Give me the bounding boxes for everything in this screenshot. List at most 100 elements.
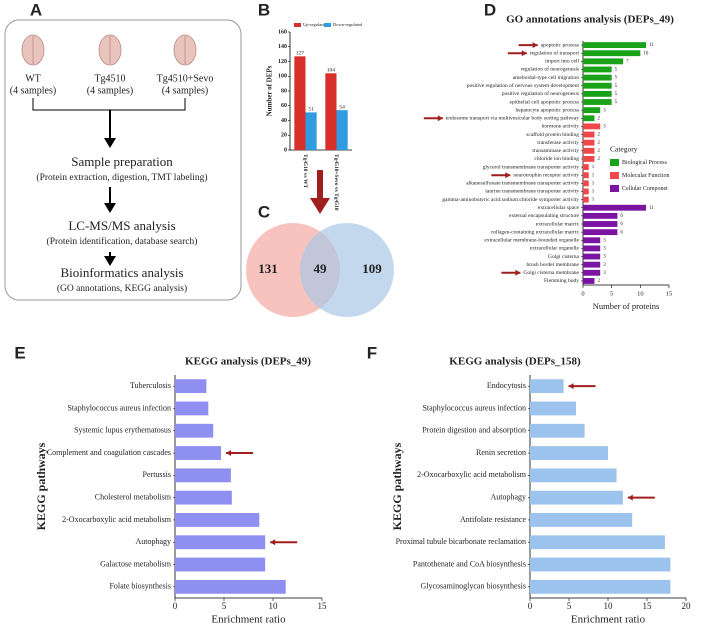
y-tick-label: Staphylococcus aureus infection bbox=[67, 403, 171, 412]
bar bbox=[583, 99, 612, 105]
y-tick-label: 160 bbox=[278, 29, 287, 35]
workflow-arrows bbox=[32, 98, 186, 266]
group-name: WT bbox=[25, 73, 41, 84]
y-tick-label: 20 bbox=[281, 133, 287, 139]
bar bbox=[175, 401, 209, 416]
legend-label: Up-regulated bbox=[303, 22, 327, 27]
y-tick-label: Complement and coagulation cascades bbox=[47, 448, 171, 457]
legend-swatch bbox=[294, 23, 301, 27]
pointer-arrow-head bbox=[568, 383, 574, 390]
y-tick-label: 2-Oxocarboxylic acid metabolism bbox=[417, 470, 527, 479]
step-title: Sample preparation bbox=[71, 154, 173, 169]
data-label: 2 bbox=[597, 141, 600, 146]
data-label: 6 bbox=[620, 222, 623, 227]
data-label: 3 bbox=[603, 255, 606, 260]
step-detail: (Protein identification, database search… bbox=[47, 236, 198, 247]
step-title: Bioinformatics analysis bbox=[60, 265, 183, 280]
group-samples: (4 samples) bbox=[87, 85, 133, 96]
legend-title: Category bbox=[610, 145, 638, 154]
bar bbox=[583, 229, 618, 236]
y-tick-label: Endocytosis bbox=[487, 381, 526, 390]
data-label: 3 bbox=[603, 271, 606, 276]
data-label: 5 bbox=[615, 92, 618, 97]
bar bbox=[530, 379, 564, 394]
legend-label: Molecular Function bbox=[622, 173, 670, 179]
workflow-box bbox=[4, 19, 242, 301]
bar bbox=[583, 253, 601, 260]
panel-label: C bbox=[258, 202, 270, 221]
y-tick-label: positive regulation of nervous system de… bbox=[467, 82, 580, 89]
y-tick-label: 2-Oxocarboxylic acid metabolism bbox=[62, 515, 172, 524]
y-tick-label: Glycosaminoglycan biosynthesis bbox=[420, 582, 526, 591]
bar bbox=[583, 172, 589, 179]
y-tick-label: Cholesterol metabolism bbox=[95, 492, 172, 501]
data-label: 51 bbox=[308, 107, 314, 113]
bar bbox=[583, 123, 601, 130]
x-tick-label: 15 bbox=[666, 290, 673, 297]
venn bbox=[246, 170, 394, 317]
y-tick-label: apoptotic process bbox=[541, 42, 579, 48]
group-name: Tg4510 bbox=[94, 73, 125, 84]
y-tick-label: Pertussis bbox=[143, 470, 171, 479]
y-tick-label: Folate biosynthesis bbox=[109, 582, 171, 591]
y-tick-label: 80 bbox=[281, 88, 287, 94]
group-name: Tg4510+Sevo bbox=[157, 73, 214, 84]
y-tick-label: Autophagy bbox=[135, 537, 171, 546]
x-tick-label: 15 bbox=[643, 601, 653, 611]
bar bbox=[175, 446, 222, 460]
bar bbox=[336, 110, 348, 150]
bar bbox=[583, 115, 595, 122]
bar bbox=[325, 73, 337, 150]
y-tick-label: transferase activity bbox=[537, 139, 579, 146]
data-label: 3 bbox=[603, 263, 606, 268]
y-tick-label: regulation of neurogenesis bbox=[521, 66, 579, 73]
y-tick-label: chloride ion binding bbox=[534, 156, 579, 162]
x-tick-label: 10 bbox=[637, 290, 644, 297]
bar bbox=[175, 535, 266, 550]
y-tick-label: 100 bbox=[278, 74, 287, 80]
pointer-arrow-head bbox=[515, 269, 521, 276]
pointer-arrow-head bbox=[627, 494, 633, 501]
x-tick-label: 10 bbox=[269, 601, 279, 611]
x-tick-label: 5 bbox=[610, 290, 613, 297]
bar bbox=[530, 513, 633, 527]
panel-label: B bbox=[258, 0, 270, 19]
bar bbox=[583, 90, 612, 97]
y-tick-label: endosome transport via multivesicular bo… bbox=[446, 116, 579, 122]
y-tick-label: Protein digestion and absorption bbox=[422, 426, 526, 435]
bar bbox=[530, 401, 577, 416]
bar bbox=[530, 490, 623, 505]
bar bbox=[583, 42, 647, 48]
x-tick-label: 5 bbox=[222, 601, 227, 611]
panel-label: D bbox=[484, 0, 496, 19]
panel-label: F bbox=[367, 343, 377, 362]
bar bbox=[583, 212, 618, 219]
chart-title: KEGG analysis (DEPs_49) bbox=[185, 356, 311, 368]
bar bbox=[530, 557, 671, 572]
data-label: 2 bbox=[597, 157, 600, 162]
bar bbox=[175, 468, 231, 483]
chart-title: KEGG analysis (DEPs_158) bbox=[449, 356, 581, 368]
data-label: 104 bbox=[327, 68, 336, 74]
y-tick-label: glycerol transmembrane transporter activ… bbox=[483, 164, 580, 170]
data-label: 2 bbox=[597, 279, 600, 284]
venn-count: 49 bbox=[314, 261, 328, 276]
y-tick-label: Galactose metabolism bbox=[100, 559, 172, 568]
y-tick-label: epithelial cell apoptotic process bbox=[510, 99, 580, 105]
bar bbox=[583, 82, 612, 89]
bar bbox=[583, 74, 612, 81]
y-tick-label: Staphylococcus aureus infection bbox=[422, 403, 526, 412]
bar bbox=[175, 423, 214, 438]
y-tick-label: neurotrophin receptor activity bbox=[513, 172, 579, 178]
y-tick-label: ameboidal-type cell migration bbox=[513, 75, 580, 81]
y-tick-label: 140 bbox=[278, 44, 287, 50]
y-tick-label: Antifolate resistance bbox=[460, 515, 526, 524]
y-tick-label: Tuberculosis bbox=[130, 381, 171, 390]
y-tick-label: Golgi cisterna membrane bbox=[523, 270, 579, 276]
y-tick-label: Systemic lupus erythematosus bbox=[74, 426, 171, 435]
legend-label: Cellular Componet bbox=[622, 186, 668, 192]
y-tick-label: collagen-containing extracellular matrix bbox=[491, 229, 580, 235]
x-tick-label: 20 bbox=[682, 601, 692, 611]
y-tick-label: external encapsulating structure bbox=[509, 213, 580, 219]
